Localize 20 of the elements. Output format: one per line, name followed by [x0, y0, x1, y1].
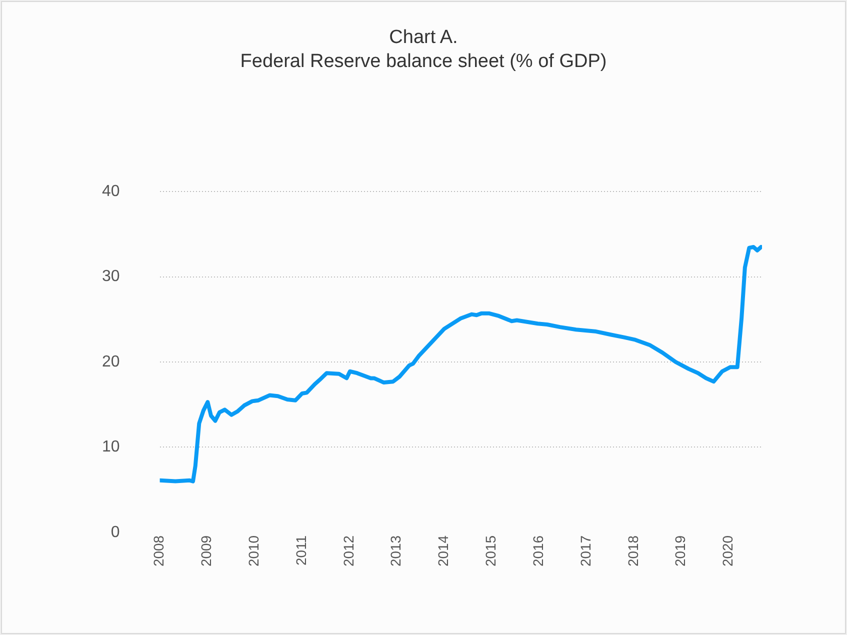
y-tick-label: 40 — [102, 183, 120, 200]
y-tick-label: 10 — [102, 438, 120, 456]
chart-subtitle: Federal Reserve balance sheet (% of GDP) — [239, 50, 608, 74]
x-tick-label: 2020 — [720, 535, 736, 567]
x-tick-label: 2017 — [577, 535, 594, 567]
x-tick-label: 2010 — [245, 535, 262, 567]
x-tick-label: 2016 — [530, 535, 546, 567]
x-tick-label: 2019 — [672, 535, 688, 567]
x-tick-label: 2018 — [624, 535, 641, 567]
chart-title: Chart A. — [388, 26, 459, 50]
x-tick-label: 2015 — [482, 535, 499, 567]
y-tick-label: 20 — [102, 353, 120, 370]
x-tick-label: 2008 — [150, 535, 167, 567]
x-tick-label: 2014 — [435, 535, 452, 567]
x-tick-label: 2011 — [292, 535, 309, 566]
x-tick-label: 2012 — [340, 535, 356, 567]
x-tick-label: 2009 — [198, 535, 214, 567]
y-tick-label: 0 — [110, 524, 120, 541]
y-tick-label: 30 — [102, 268, 120, 286]
x-tick-label: 2013 — [388, 535, 404, 567]
